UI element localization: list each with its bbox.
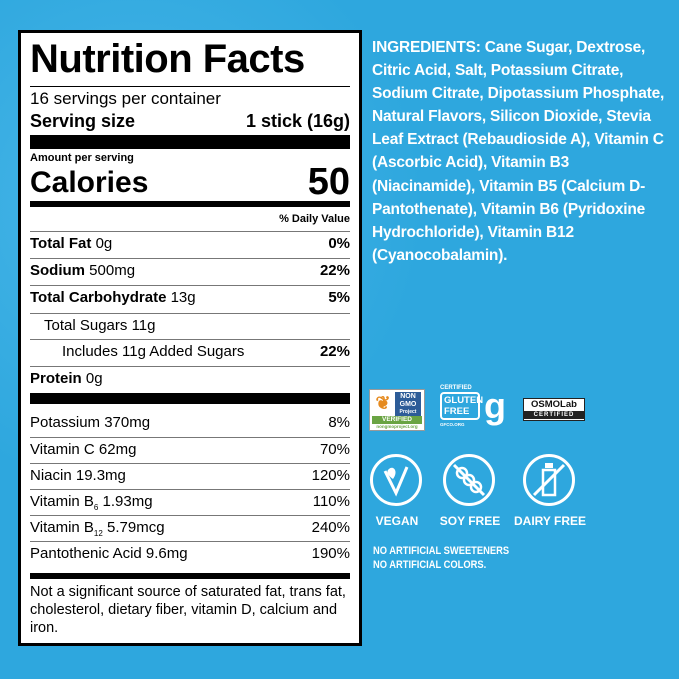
nutrient-amount: 13g xyxy=(170,289,196,306)
dairy-free-label: DAIRY FREE xyxy=(514,514,587,528)
serving-size: Serving size 1 stick (16g) xyxy=(30,111,350,132)
medium-divider xyxy=(30,201,350,207)
vitamin-dv: 8% xyxy=(328,414,350,431)
claim-no-artificial-sweeteners: NO ARTIFICIAL SWEETENERS xyxy=(373,545,510,557)
vitamin-amount: 370mg xyxy=(104,414,151,431)
nutrient-row: Includes 11g Added Sugars 22% xyxy=(30,339,350,365)
vitamin-amount: 5.79mcg xyxy=(107,519,165,536)
nutrient-name: Total Sugars xyxy=(44,317,128,334)
nutrient-amount: 0g xyxy=(85,370,103,387)
vitamin-dv: 190% xyxy=(311,545,350,562)
nutrient-row: Total Fat 0g 0% xyxy=(30,231,350,257)
servings-per-container: 16 servings per container xyxy=(30,89,221,108)
gluten-free-badge: CERTIFIED GLUTEN FREE g GFCO.ORG xyxy=(440,384,510,434)
vitamin-name: Niacin xyxy=(30,467,72,484)
ingredients-list: INGREDIENTS: Cane Sugar, Dextrose, Citri… xyxy=(372,39,665,264)
nutrient-dv: 5% xyxy=(328,289,350,306)
vitamin-amount: 62mg xyxy=(98,441,137,458)
vitamin-row: Pantothenic Acid 9.6mg 190% xyxy=(30,541,350,567)
thick-divider xyxy=(30,135,350,149)
butterfly-icon: ❦ xyxy=(375,393,391,413)
nutrient-amount: 11g xyxy=(131,317,156,334)
calories-row: Calories 50 xyxy=(30,161,350,203)
vitamin-row: Vitamin B12 5.79mcg 240% xyxy=(30,515,350,541)
gfco-url: GFCO.ORG xyxy=(440,422,465,427)
dairy-free-icon xyxy=(523,454,575,506)
nutrient-dv: 0% xyxy=(328,235,350,252)
g-logo-icon: g xyxy=(484,385,506,426)
vitamin-name: Vitamin C xyxy=(30,441,95,458)
thick-divider xyxy=(30,393,350,404)
non-gmo-logo: NON GMO Project xyxy=(395,392,421,416)
nutrient-name: Protein xyxy=(30,370,82,387)
daily-value-header: % Daily Value xyxy=(279,213,350,225)
nutrient-dv: 22% xyxy=(319,343,350,360)
vitamin-dv: 240% xyxy=(311,519,350,536)
vitamin-row: Niacin 19.3mg 120% xyxy=(30,463,350,489)
nutrient-name: Includes 11g Added Sugars xyxy=(62,343,245,360)
nutrient-dv: 22% xyxy=(319,262,350,279)
nutrition-title: Nutrition Facts xyxy=(30,37,305,81)
osmolab-certified-text: CERTIFIED xyxy=(524,411,584,419)
vitamin-row: Vitamin C 62mg 70% xyxy=(30,437,350,463)
vitamin-name: Vitamin B xyxy=(30,493,94,510)
vitamin-dv: 110% xyxy=(312,493,350,510)
soy-free-icon xyxy=(443,454,495,506)
vitamin-subscript: 6 xyxy=(93,503,99,512)
soy-free-label: SOY FREE xyxy=(439,514,501,528)
vitamin-name: Pantothenic Acid xyxy=(30,545,142,562)
nutrient-name: Total Carbohydrate xyxy=(30,289,167,306)
calories-value: 50 xyxy=(307,161,350,203)
gluten-free-text: GLUTEN FREE xyxy=(440,392,483,420)
nutrient-row: Protein 0g xyxy=(30,366,350,392)
nutrient-amount: 0g xyxy=(95,235,113,252)
serving-size-label: Serving size xyxy=(30,111,136,131)
nutrient-row: Sodium 500mg 22% xyxy=(30,258,350,284)
vitamin-name: Vitamin B xyxy=(30,519,94,536)
nutrient-name: Sodium xyxy=(30,262,85,279)
nutrient-amount: 500mg xyxy=(89,262,136,279)
vitamin-amount: 9.6mg xyxy=(145,545,188,562)
claims: NO ARTIFICIAL SWEETENERS NO ARTIFICIAL C… xyxy=(373,544,509,572)
certified-text: CERTIFIED xyxy=(440,385,472,391)
nutrient-row: Total Carbohydrate 13g 5% xyxy=(30,285,350,311)
vitamin-dv: 70% xyxy=(319,441,350,458)
non-gmo-verified-badge: ❦ NON GMO Project VERIFIED nongmoproject.o… xyxy=(369,389,425,431)
osmolab-text: OSMOLab xyxy=(531,399,577,410)
footnote: Not a significant source of saturated fa… xyxy=(30,584,346,636)
vitamin-amount: 1.93mg xyxy=(102,493,153,510)
vegan-label: VEGAN xyxy=(375,514,419,528)
divider xyxy=(30,86,350,87)
osmolab-certified-badge: OSMOLab CERTIFIED xyxy=(523,398,585,421)
verified-text: VERIFIED xyxy=(372,416,422,424)
nutrient-name: Total Fat xyxy=(30,235,92,252)
amount-per-serving: Amount per serving xyxy=(30,152,134,164)
vitamin-row: Potassium 370mg 8% xyxy=(30,411,350,437)
nutrient-row: Total Sugars 11g xyxy=(30,313,350,339)
vitamin-subscript: 12 xyxy=(93,529,103,538)
medium-divider xyxy=(30,573,350,579)
claim-no-artificial-colors: NO ARTIFICIAL COLORS. xyxy=(373,559,487,571)
vitamin-dv: 120% xyxy=(311,467,350,484)
calories-label: Calories xyxy=(30,166,149,199)
vitamin-row: Vitamin B6 1.93mg 110% xyxy=(30,489,350,515)
nutrition-facts-label: Nutrition Facts 16 servings per containe… xyxy=(18,30,362,646)
nongmo-url: nongmoproject.org xyxy=(376,424,418,429)
vitamin-amount: 19.3mg xyxy=(75,467,126,484)
serving-size-value: 1 stick (16g) xyxy=(245,111,350,131)
vitamin-name: Potassium xyxy=(30,414,101,431)
vegan-leaf-icon xyxy=(370,454,422,506)
